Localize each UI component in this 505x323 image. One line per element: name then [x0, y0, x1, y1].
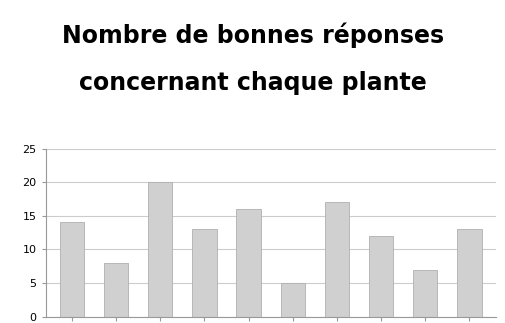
- Bar: [280, 283, 305, 317]
- Text: Nombre de bonnes réponses: Nombre de bonnes réponses: [62, 23, 443, 48]
- Text: concernant chaque plante: concernant chaque plante: [79, 71, 426, 95]
- Bar: [236, 209, 260, 317]
- Bar: [148, 182, 172, 317]
- Bar: [368, 236, 392, 317]
- Bar: [457, 229, 481, 317]
- Bar: [192, 229, 216, 317]
- Bar: [324, 202, 348, 317]
- Bar: [60, 223, 84, 317]
- Bar: [104, 263, 128, 317]
- Bar: [412, 269, 436, 317]
